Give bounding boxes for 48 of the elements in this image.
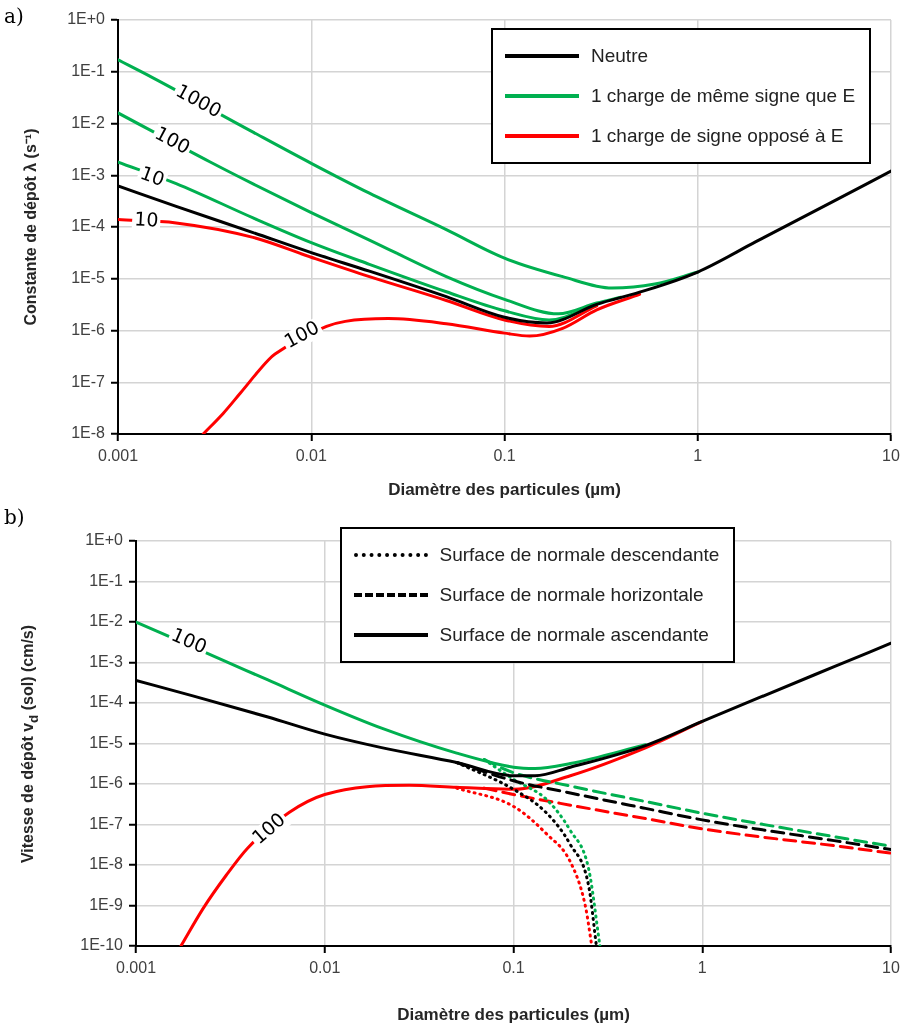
x-tick-label: 0.001 <box>97 447 139 465</box>
annotation: 10 <box>137 161 168 191</box>
y-tick-label: 1E-2 <box>71 113 106 131</box>
annotation: 100 <box>247 807 290 849</box>
y-tick-label: 1E-5 <box>89 733 124 751</box>
y-tick-label: 1E+0 <box>67 10 106 28</box>
legend-label: Surface de normale ascendante <box>439 624 709 646</box>
x-tick-label: 10 <box>882 447 900 465</box>
annotation: 10 <box>133 207 160 231</box>
y-tick-label: 1E-7 <box>71 372 106 390</box>
y-tick-label: 1E-5 <box>71 269 106 287</box>
legend-label: 1 charge de même signe que E <box>591 85 856 107</box>
y-tick-label: 1E-3 <box>71 165 106 183</box>
y-tick-label: 1E-1 <box>89 571 124 589</box>
x-axis-title: Diamètre des particules (µm) <box>397 1005 630 1025</box>
y-tick-label: 1E-1 <box>71 62 106 80</box>
y-tick-label: 1E+0 <box>85 531 124 549</box>
y-tick-label: 1E-4 <box>89 693 124 711</box>
y-tick-label: 1E-10 <box>80 936 124 954</box>
x-tick-label: 0.01 <box>295 447 327 465</box>
y-tick-label: 1E-8 <box>71 424 106 442</box>
legend-label: Surface de normale descendante <box>439 544 720 566</box>
annotation: 100 <box>280 315 323 352</box>
x-tick-label: 1 <box>697 959 707 977</box>
y-tick-label: 1E-9 <box>89 895 124 913</box>
x-tick-label: 0.01 <box>309 959 341 977</box>
x-tick-label: 10 <box>882 959 900 977</box>
y-tick-label: 1E-4 <box>71 217 106 235</box>
annotation: 1000 <box>172 79 226 122</box>
legend-label: Surface de normale horizontale <box>439 584 704 606</box>
legend-label: Neutre <box>591 45 649 67</box>
chart-title: b) <box>4 505 25 529</box>
y-axis-title: Constante de dépôt λ (s⁻¹) <box>21 128 40 326</box>
y-tick-label: 1E-6 <box>71 320 106 338</box>
x-tick-label: 1 <box>693 447 703 465</box>
chart-title: a) <box>4 4 24 28</box>
annotation: 100 <box>151 121 195 158</box>
x-tick-label: 0.1 <box>493 447 516 465</box>
y-tick-label: 1E-8 <box>89 855 124 873</box>
annotation: 100 <box>168 622 211 658</box>
legend-label: 1 charge de signe opposé à E <box>591 125 844 147</box>
y-tick-label: 1E-7 <box>89 814 124 832</box>
y-tick-label: 1E-6 <box>89 774 124 792</box>
y-tick-label: 1E-2 <box>89 612 124 630</box>
x-tick-label: 0.1 <box>502 959 525 977</box>
y-tick-label: 1E-3 <box>89 652 124 670</box>
x-tick-label: 0.001 <box>115 959 157 977</box>
x-axis-title: Diamètre des particules (µm) <box>388 480 621 500</box>
